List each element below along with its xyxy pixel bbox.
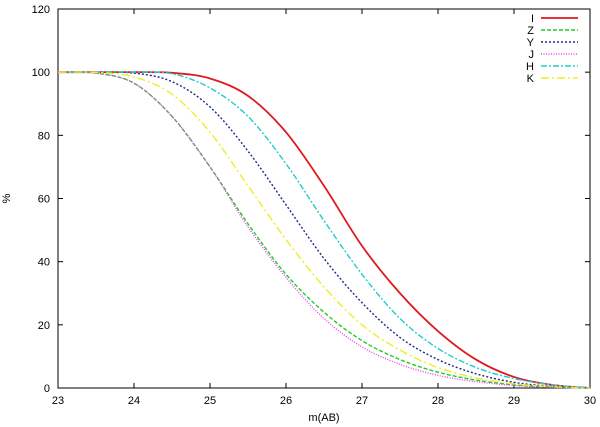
x-tick-label: 28	[432, 395, 444, 407]
y-axis-label: %	[1, 193, 13, 203]
axes: 23 24 25 26 27 28 29 30 0 20 40 60 80 100 120	[32, 4, 596, 407]
legend-label-h: H	[526, 61, 534, 73]
x-tick-label: 25	[204, 395, 216, 407]
legend-label-y: Y	[527, 37, 535, 49]
y-tick-label: 0	[44, 383, 50, 395]
series-line-y	[57, 71, 591, 389]
x-tick-label: 30	[584, 395, 596, 407]
legend-label-j: J	[529, 49, 535, 61]
x-tick-label: 27	[356, 395, 368, 407]
x-tick-label: 29	[508, 395, 520, 407]
legend-label-z: Z	[527, 25, 534, 37]
series-line-h	[58, 71, 591, 389]
x-tick-label: 23	[52, 395, 64, 407]
y-tick-label: 60	[38, 194, 50, 206]
y-tick-label: 80	[38, 130, 50, 142]
y-tick-label: 100	[32, 67, 50, 79]
series-line-z	[57, 71, 591, 389]
y-tick-label: 120	[32, 4, 50, 16]
y-tick-label: 20	[38, 320, 50, 332]
x-axis-label: m(AB)	[308, 412, 339, 424]
legend-label-i: I	[531, 13, 534, 25]
series-group	[57, 71, 591, 389]
x-tick-label: 26	[280, 395, 292, 407]
series-line-j	[57, 71, 591, 389]
x-tick-label: 24	[128, 395, 140, 407]
y-tick-label: 40	[38, 257, 50, 269]
legend-label-k: K	[527, 73, 535, 85]
series-line-k	[57, 71, 591, 389]
